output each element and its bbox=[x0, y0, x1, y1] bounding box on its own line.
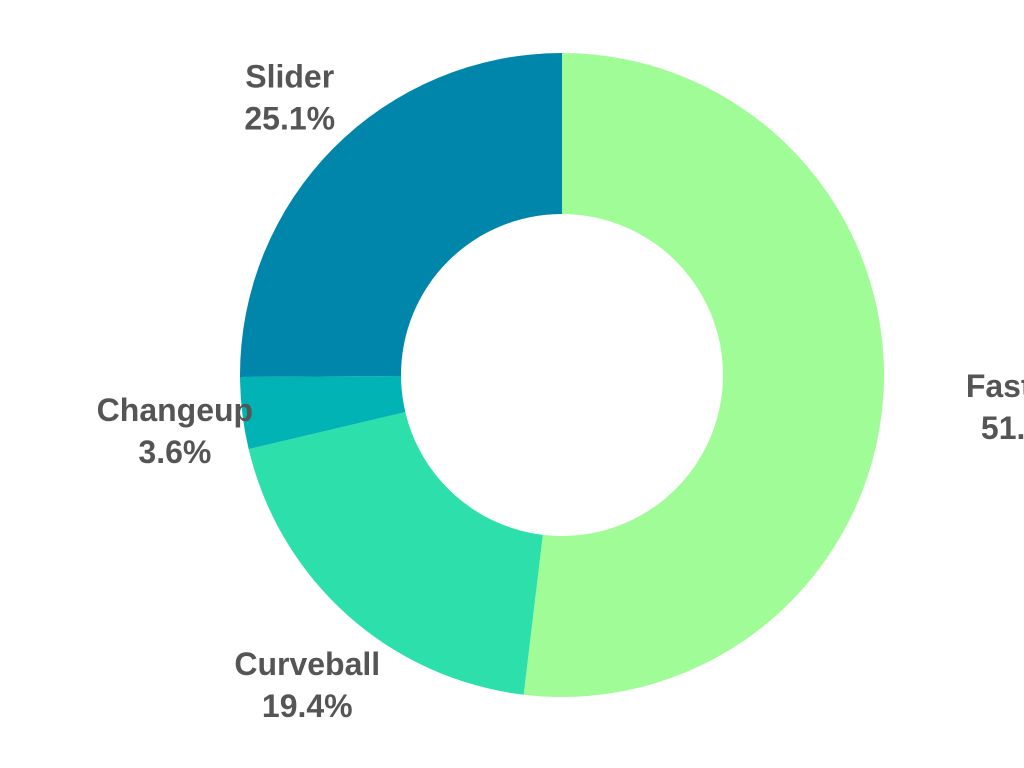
slice-slider bbox=[240, 53, 562, 378]
slice-labels: Fastball 51.9% Curveball 19.4% Changeup 3.6% S… bbox=[97, 59, 1024, 725]
slice-fastball bbox=[523, 53, 885, 697]
slice-value-label: 51.9% bbox=[981, 410, 1024, 446]
slice-value-label: 19.4% bbox=[262, 688, 353, 724]
slice-label-slider: Slider 25.1% bbox=[244, 59, 335, 137]
slice-category-label: Slider bbox=[245, 59, 334, 95]
donut-slices bbox=[240, 53, 885, 697]
slice-changeup bbox=[240, 376, 406, 450]
slice-value-label: 3.6% bbox=[138, 434, 211, 470]
slice-label-changeup: Changeup 3.6% bbox=[97, 392, 253, 470]
slice-label-fastball: Fastball 51.9% bbox=[966, 368, 1024, 446]
slice-curveball bbox=[248, 412, 543, 695]
slice-label-curveball: Curveball 19.4% bbox=[234, 646, 380, 724]
slice-category-label: Curveball bbox=[234, 646, 380, 682]
slice-value-label: 25.1% bbox=[244, 101, 335, 137]
slice-category-label: Changeup bbox=[97, 392, 253, 428]
slice-category-label: Fastball bbox=[966, 368, 1024, 404]
